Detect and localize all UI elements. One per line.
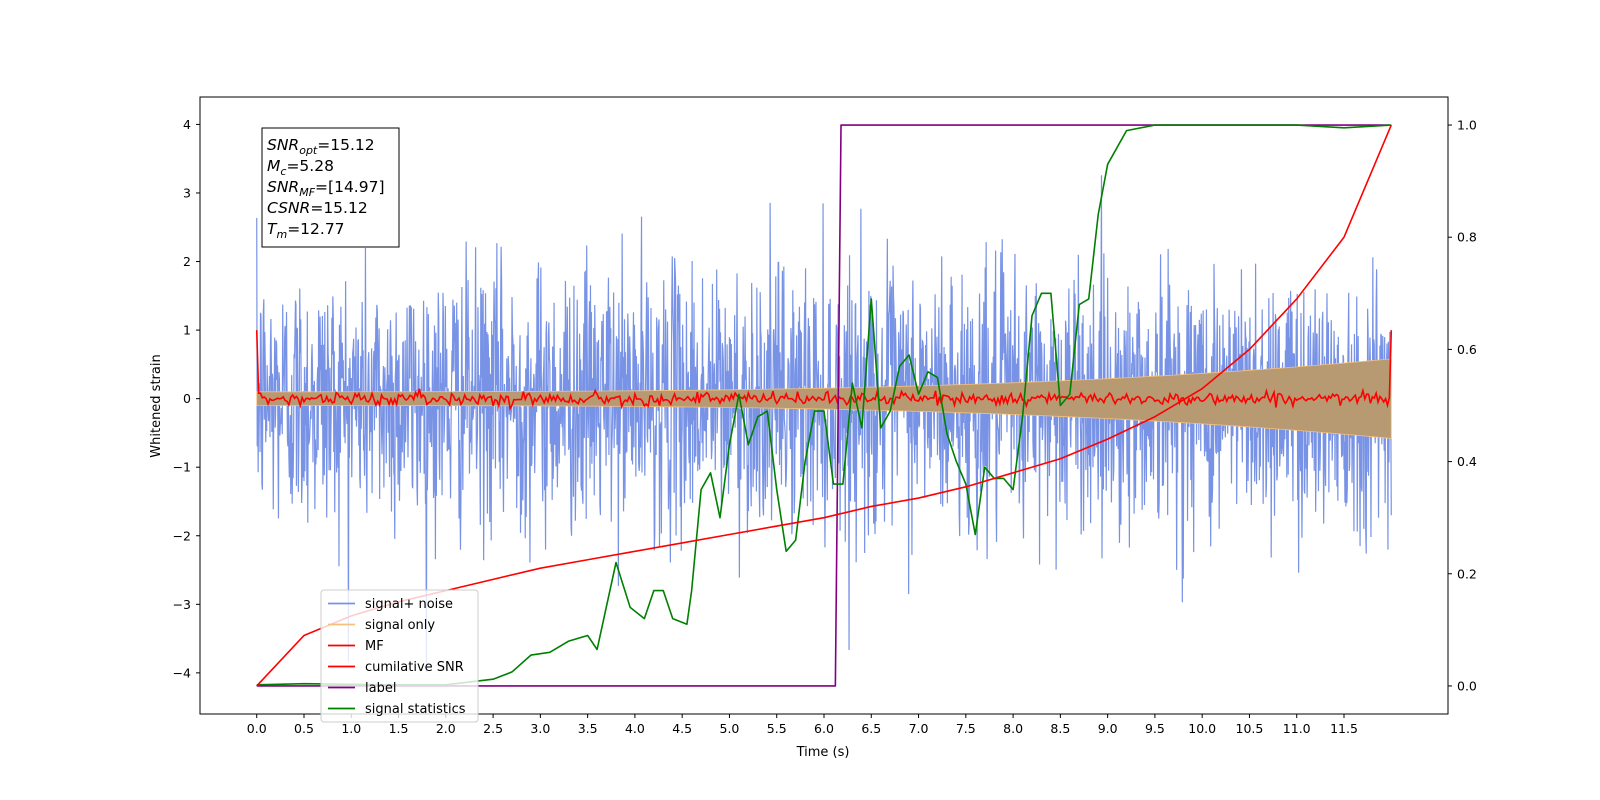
series-mf (255, 330, 1393, 411)
y-tick-label: 1 (183, 323, 191, 338)
legend-entry: label (365, 681, 396, 696)
y2-tick-label: 0.2 (1457, 566, 1477, 581)
annotation-box (261, 127, 400, 248)
stats-annotation-box: SNRopt=15.12Mc=5.28SNRMF=[14.97]CSNR=15.… (261, 127, 400, 248)
x-tick-label: 8.0 (1003, 721, 1023, 736)
y2-tick-label: 0.4 (1457, 454, 1477, 469)
x-tick-label: 1.0 (341, 721, 361, 736)
annotation-line: Mc=5.28 (267, 157, 334, 178)
y-tick-label: −4 (173, 665, 191, 680)
x-tick-label: 2.0 (436, 721, 456, 736)
x-tick-label: 5.5 (767, 721, 787, 736)
x-tick-label: 4.0 (625, 721, 645, 736)
x-axis-label: Time (s) (796, 745, 850, 760)
x-tick-label: 7.0 (909, 721, 929, 736)
y-tick-label: 2 (183, 254, 191, 269)
legend-entry: cumilative SNR (365, 660, 464, 675)
x-tick-label: 10.5 (1236, 721, 1264, 736)
x-tick-label: 11.5 (1330, 721, 1358, 736)
legend-entry: signal only (365, 618, 435, 633)
y2-tick-label: 1.0 (1457, 118, 1477, 133)
legend-entry: MF (365, 639, 384, 654)
axes-ticks: 0.0 0.5 1.0 1.5 2.0 2.5 3.0 3.5 4.0 4.5 5.0 5.5 6.0 6… (173, 117, 1477, 736)
annotation-line: Tm=12.77 (267, 220, 345, 241)
x-tick-label: 2.5 (483, 721, 503, 736)
x-tick-label: 9.5 (1145, 721, 1165, 736)
x-tick-label: 3.5 (578, 721, 598, 736)
x-tick-label: 7.5 (956, 721, 976, 736)
series-label (256, 124, 1390, 687)
legend: signal+ noise signal only MF cumilative SNR… (320, 589, 479, 723)
y-axis-label: Whitened strain (149, 354, 164, 457)
x-tick-label: 5.0 (720, 721, 740, 736)
x-tick-label: 9.0 (1098, 721, 1118, 736)
x-tick-label: 10.0 (1188, 721, 1216, 736)
series-signal-statistics (256, 124, 1392, 686)
x-tick-label: 11.0 (1283, 721, 1311, 736)
legend-box (320, 589, 479, 723)
x-tick-label: 4.5 (672, 721, 692, 736)
x-tick-label: 6.5 (861, 721, 881, 736)
annotation-line: CSNR=15.12 (267, 199, 368, 217)
x-tick-label: 1.5 (389, 721, 409, 736)
y-tick-label: −2 (173, 528, 191, 543)
annotation-line: SNRMF=[14.97] (267, 178, 385, 199)
legend-entry: signal+ noise (365, 597, 453, 612)
y2-tick-label: 0.0 (1457, 678, 1477, 693)
y-tick-label: 3 (183, 185, 191, 200)
series-signal-noise (256, 175, 1392, 672)
x-tick-label: 8.5 (1050, 721, 1070, 736)
y2-tick-label: 0.8 (1457, 230, 1477, 245)
y2-tick-label: 0.6 (1457, 342, 1477, 357)
y-tick-label: 0 (183, 391, 191, 406)
x-tick-label: 6.0 (814, 721, 834, 736)
x-tick-label: 0.0 (247, 721, 267, 736)
legend-entry: signal statistics (365, 702, 466, 717)
y-tick-label: −3 (173, 597, 191, 612)
x-tick-label: 0.5 (294, 721, 314, 736)
y-tick-label: −1 (173, 460, 191, 475)
y-tick-label: 4 (183, 117, 191, 132)
annotation-line: SNRopt=15.12 (267, 136, 375, 157)
x-tick-label: 3.0 (530, 721, 550, 736)
